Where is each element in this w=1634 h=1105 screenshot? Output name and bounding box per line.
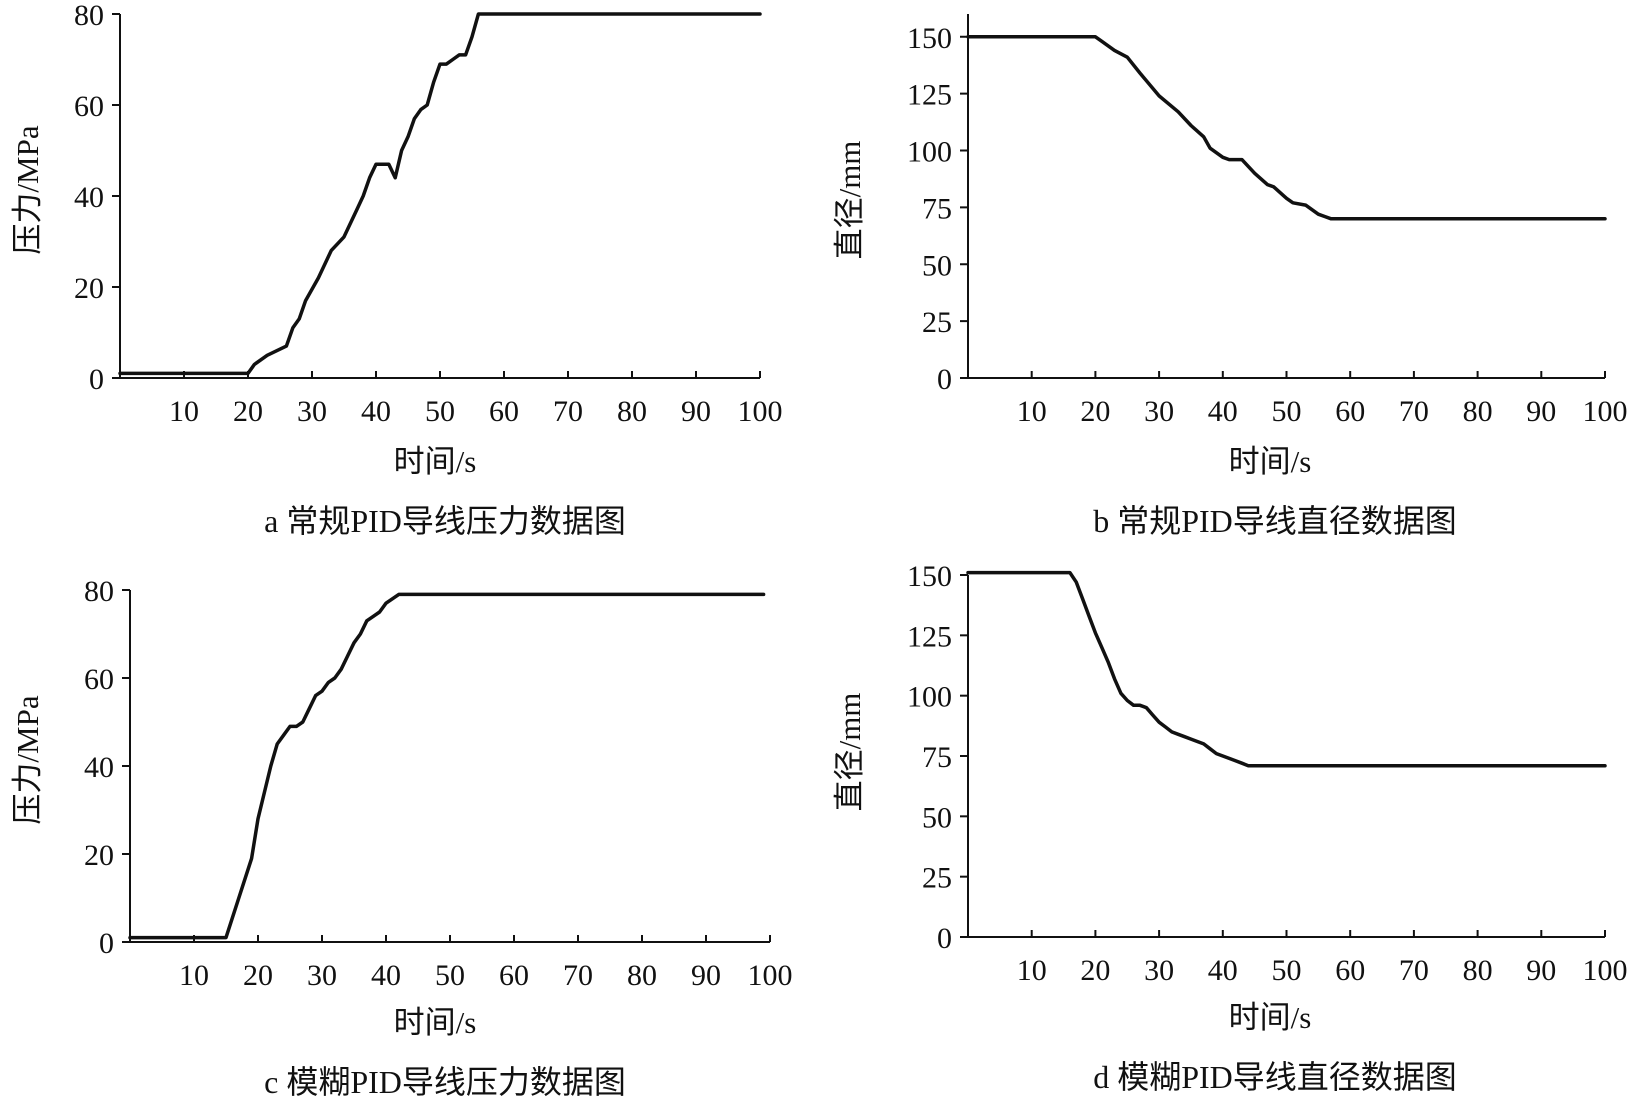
panel-c-x-tick-label: 20 xyxy=(243,959,273,992)
panel-a-x-tick-label: 10 xyxy=(169,395,199,428)
panel-b-x-tick-label: 30 xyxy=(1144,395,1174,428)
panel-d-x-tick-label: 20 xyxy=(1080,954,1110,987)
panel-a-y-tick-label: 40 xyxy=(74,181,104,214)
panel-c-axes: 10 20 30 40 50 60 70 80 90 100 0 20 40 60 80 xyxy=(84,575,793,992)
panel-c-y-tick-label: 60 xyxy=(84,663,114,696)
panel-c-x-tick-label: 80 xyxy=(627,959,657,992)
panel-a-x-tick-label: 60 xyxy=(489,395,519,428)
panel-b-x-tick-label: 90 xyxy=(1526,395,1556,428)
panel-a-y-axis-title: 压力/MPa xyxy=(10,125,45,254)
panel-c-series-line xyxy=(128,592,766,940)
panel-a-x-tick-label: 70 xyxy=(553,395,583,428)
panel-b-y-tick-label: 150 xyxy=(907,22,952,55)
panel-d-y-tick-label: 50 xyxy=(922,801,952,834)
panel-c-y-tick-label: 20 xyxy=(84,839,114,872)
panel-c-x-tick-label: 40 xyxy=(371,959,401,992)
panel-b-x-tick-label: 100 xyxy=(1583,395,1628,428)
panel-b-x-axis-title: 时间/s xyxy=(1229,444,1312,479)
panel-c-x-tick-label: 60 xyxy=(499,959,529,992)
panel-d-series-line xyxy=(966,570,1607,768)
panel-d-caption: d 模糊PID导线直径数据图 xyxy=(1093,1059,1457,1095)
panel-c-y-tick-label: 40 xyxy=(84,751,114,784)
panel-b-y-tick-label: 50 xyxy=(922,249,952,282)
panel-b-x-tick-label: 80 xyxy=(1463,395,1493,428)
panel-c-x-tick-label: 100 xyxy=(748,959,793,992)
panel-c-x-tick-label: 10 xyxy=(179,959,209,992)
panel-b-y-tick-label: 0 xyxy=(937,363,952,396)
panel-d-chart: 10 20 30 40 50 60 70 80 90 100 0 25 50 75 100 125 150 直径… xyxy=(832,560,1628,1095)
panel-b-caption: b 常规PID导线直径数据图 xyxy=(1093,503,1457,539)
panel-d-x-tick-label: 10 xyxy=(1017,954,1047,987)
panel-d-x-tick-label: 30 xyxy=(1144,954,1174,987)
panel-a-x-tick-label: 100 xyxy=(738,395,783,428)
panel-b-y-tick-label: 100 xyxy=(907,136,952,169)
panel-a-y-tick-label: 80 xyxy=(74,0,104,32)
panel-d-axes: 10 20 30 40 50 60 70 80 90 100 0 25 50 75 100 125 150 xyxy=(907,560,1628,987)
panel-b-x-tick-label: 50 xyxy=(1272,395,1302,428)
panel-c-x-tick-label: 70 xyxy=(563,959,593,992)
panel-a-chart: 10 20 30 40 50 60 70 80 90 100 0 20 40 60 80 压力/MPa 时间… xyxy=(10,0,783,539)
panel-b-axes: 10 20 30 40 50 60 70 80 90 100 0 25 50 75 100 125 150 xyxy=(907,14,1628,428)
panel-d-y-tick-label: 0 xyxy=(937,922,952,955)
panel-d-y-tick-label: 25 xyxy=(922,862,952,895)
panel-b-x-tick-label: 10 xyxy=(1017,395,1047,428)
panel-a-x-tick-label: 20 xyxy=(233,395,263,428)
panel-a-series-line xyxy=(118,12,762,376)
panel-d-x-axis-title: 时间/s xyxy=(1229,1000,1312,1035)
panel-c-y-tick-label: 80 xyxy=(84,575,114,608)
panel-b-y-tick-label: 75 xyxy=(922,192,952,225)
panel-a-x-tick-label: 50 xyxy=(425,395,455,428)
panel-a-x-tick-label: 90 xyxy=(681,395,711,428)
panel-b-x-tick-label: 70 xyxy=(1399,395,1429,428)
panel-a-caption: a 常规PID导线压力数据图 xyxy=(264,503,626,539)
panel-c-x-tick-label: 30 xyxy=(307,959,337,992)
panel-b-y-axis-title: 直径/mm xyxy=(832,141,867,260)
panel-d-x-tick-label: 90 xyxy=(1526,954,1556,987)
panel-d-x-tick-label: 50 xyxy=(1272,954,1302,987)
panel-d-x-tick-label: 70 xyxy=(1399,954,1429,987)
panel-a-x-axis-title: 时间/s xyxy=(394,444,477,479)
panel-a-x-tick-label: 30 xyxy=(297,395,327,428)
panel-b-x-tick-label: 40 xyxy=(1208,395,1238,428)
panel-a-y-tick-label: 0 xyxy=(89,363,104,396)
panel-a-y-tick-label: 60 xyxy=(74,90,104,123)
panel-c-x-axis-title: 时间/s xyxy=(394,1005,477,1040)
panel-b-chart: 10 20 30 40 50 60 70 80 90 100 0 25 50 75 100 125 150 直径… xyxy=(832,14,1628,539)
panel-a-x-tick-label: 80 xyxy=(617,395,647,428)
panel-c-x-tick-label: 90 xyxy=(691,959,721,992)
panel-b-x-tick-label: 60 xyxy=(1335,395,1365,428)
panel-b-y-tick-label: 25 xyxy=(922,306,952,339)
panel-c-y-axis-title: 压力/MPa xyxy=(10,695,45,824)
panel-a-axes: 10 20 30 40 50 60 70 80 90 100 0 20 40 60 80 xyxy=(74,0,783,428)
panel-c-y-tick-label: 0 xyxy=(99,927,114,960)
panel-d-y-tick-label: 125 xyxy=(907,620,952,653)
panel-c-chart: 10 20 30 40 50 60 70 80 90 100 0 20 40 60 80 压力/MPa 时间… xyxy=(10,575,793,1100)
panel-d-y-tick-label: 75 xyxy=(922,741,952,774)
panel-d-x-tick-label: 60 xyxy=(1335,954,1365,987)
panel-b-y-tick-label: 125 xyxy=(907,79,952,112)
panel-d-x-tick-label: 100 xyxy=(1583,954,1628,987)
panel-b-x-tick-label: 20 xyxy=(1080,395,1110,428)
panel-d-y-tick-label: 100 xyxy=(907,681,952,714)
panel-d-y-axis-title: 直径/mm xyxy=(832,693,867,812)
panel-d-x-tick-label: 80 xyxy=(1463,954,1493,987)
panel-d-x-tick-label: 40 xyxy=(1208,954,1238,987)
panel-c-x-tick-label: 50 xyxy=(435,959,465,992)
panel-c-caption: c 模糊PID导线压力数据图 xyxy=(264,1064,626,1100)
panel-a-y-tick-label: 20 xyxy=(74,272,104,305)
panel-a-x-tick-label: 40 xyxy=(361,395,391,428)
panel-d-y-tick-label: 150 xyxy=(907,560,952,593)
panel-b-series-line xyxy=(966,35,1607,221)
